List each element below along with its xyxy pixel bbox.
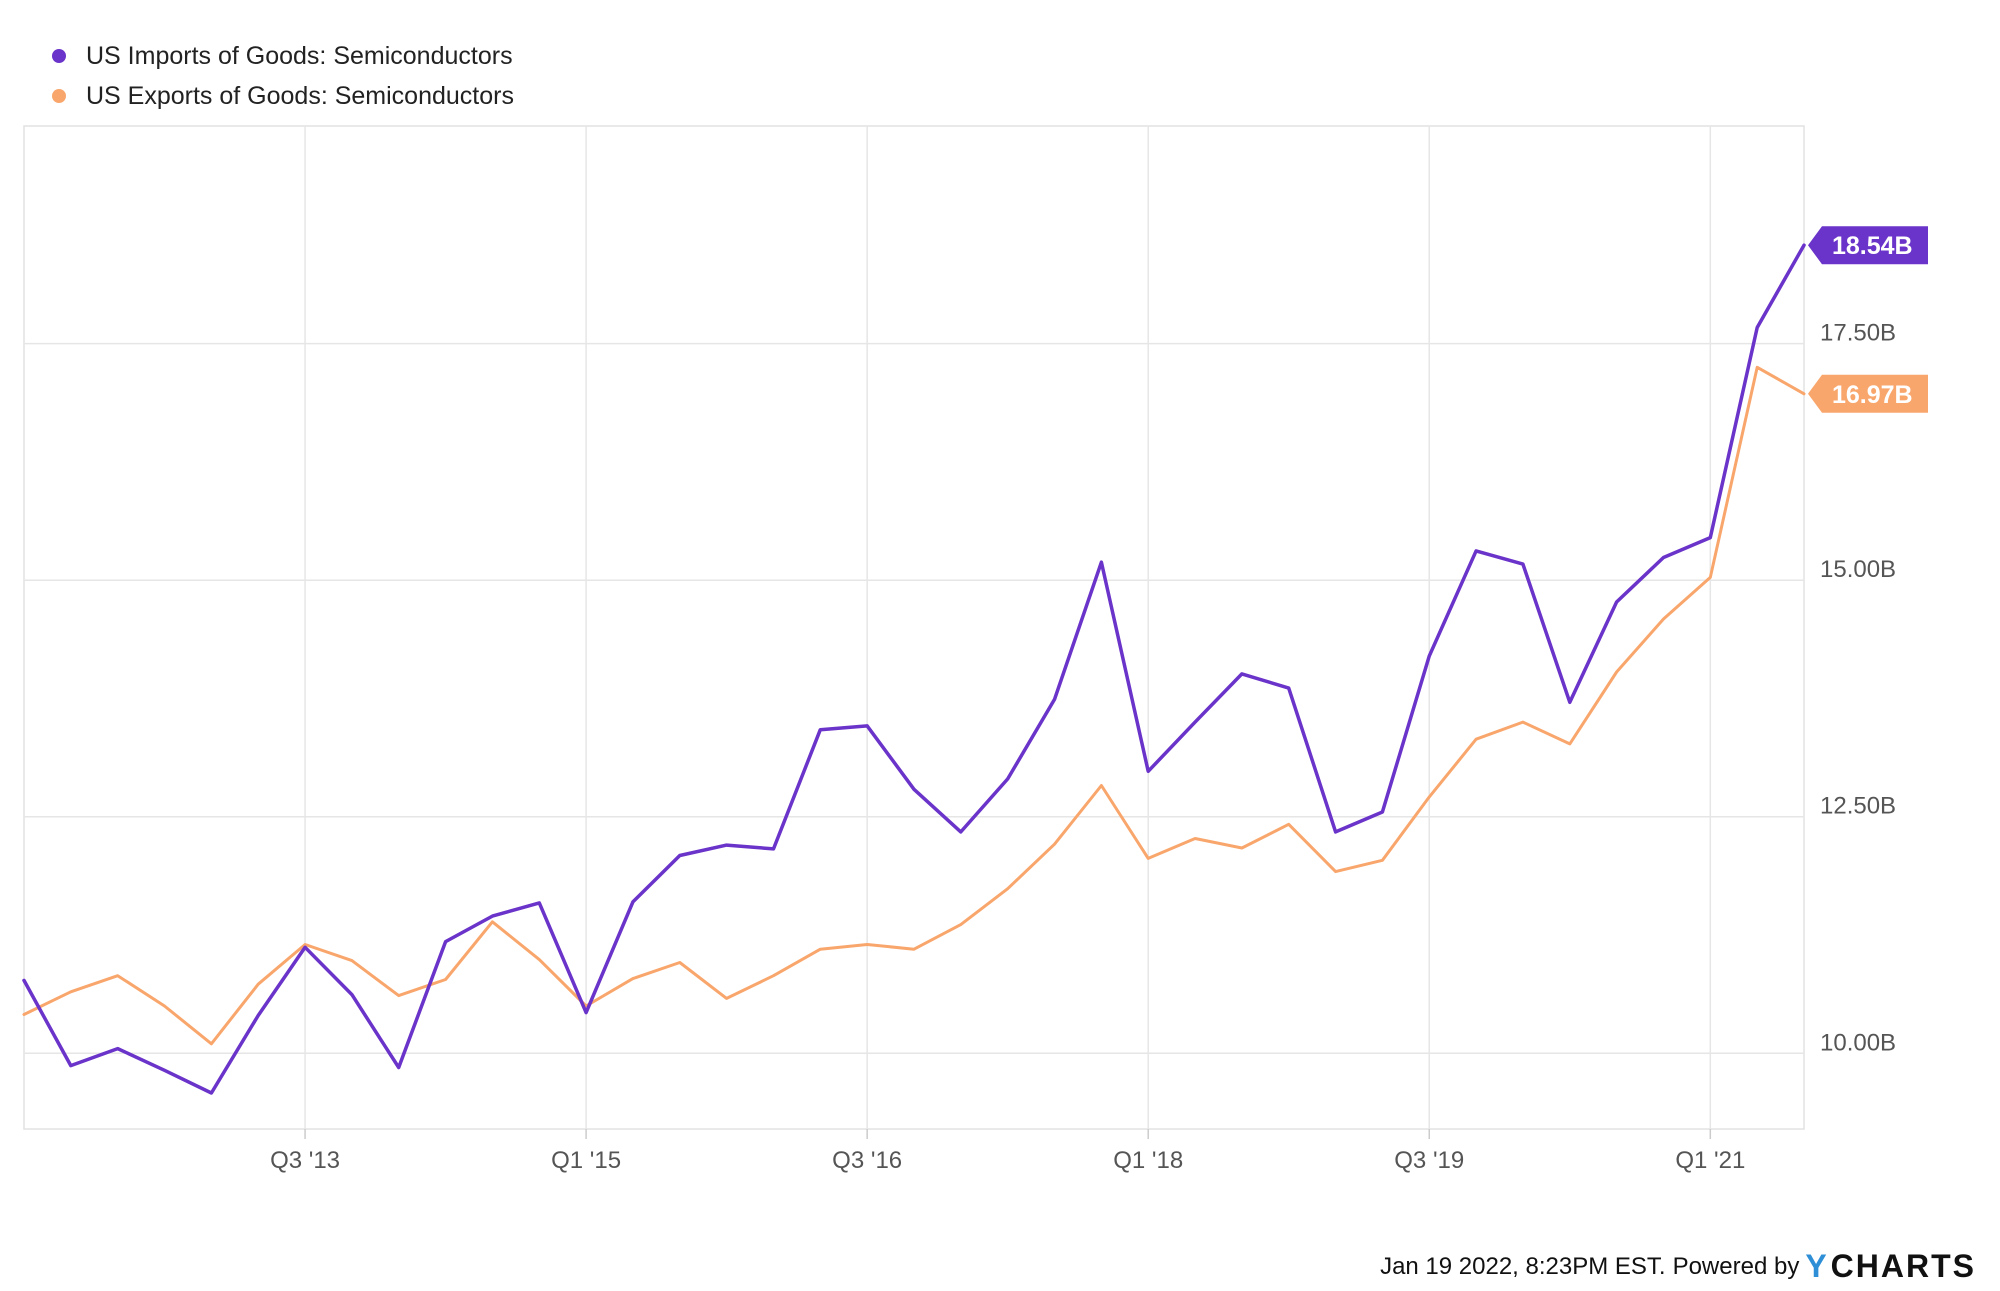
chart-grid: [23, 125, 1805, 1139]
y-axis-labels: 10.00B 12.50B 15.00B 17.50B: [1820, 320, 1896, 1057]
exports-end-value: 16.97B: [1832, 381, 1913, 409]
plot-frame: [23, 125, 1805, 1130]
chart-series: [22, 243, 1806, 1095]
footer-powered-by: Powered by: [1672, 1252, 1800, 1280]
chart-legend: US Imports of Goods: Semiconductors US E…: [52, 36, 514, 116]
x-tick-label: Q1 '18: [1113, 1147, 1183, 1174]
exports-series-line[interactable]: [22, 365, 1806, 1046]
x-axis-labels: Q3 '13 Q1 '15 Q3 '16 Q1 '18 Q3 '19 Q1 '21: [270, 1147, 1745, 1174]
x-tick-label: Q3 '16: [832, 1147, 902, 1174]
y-tick-label: 10.00B: [1820, 1029, 1896, 1056]
y-tick-label: 17.50B: [1820, 320, 1896, 347]
imports-end-value: 18.54B: [1832, 232, 1913, 260]
y-tick-label: 12.50B: [1820, 793, 1896, 820]
x-tick-label: Q1 '21: [1675, 1147, 1745, 1174]
legend-dot-exports: [52, 89, 66, 103]
x-tick-label: Q3 '19: [1394, 1147, 1464, 1174]
legend-label-imports: US Imports of Goods: Semiconductors: [86, 41, 513, 70]
end-value-tags: 18.54B 16.97B: [1808, 226, 1928, 413]
legend-label-exports: US Exports of Goods: Semiconductors: [86, 81, 514, 110]
chart-footer: Jan 19 2022, 8:23PM EST. Powered by Y CH…: [1380, 1248, 1976, 1285]
imports-series-line[interactable]: [22, 243, 1806, 1095]
imports-end-tag: [1808, 226, 1928, 265]
x-tick-label: Q3 '13: [270, 1147, 340, 1174]
ycharts-logo-text: CHARTS: [1830, 1248, 1976, 1284]
ycharts-logo[interactable]: Y CHARTS: [1805, 1248, 1976, 1285]
footer-timestamp: Jan 19 2022, 8:23PM EST.: [1380, 1252, 1666, 1280]
exports-end-tag: [1808, 374, 1928, 413]
x-tick-label: Q1 '15: [551, 1147, 621, 1174]
legend-item-imports[interactable]: US Imports of Goods: Semiconductors: [52, 36, 514, 76]
y-tick-label: 15.00B: [1820, 556, 1896, 583]
ycharts-logo-y: Y: [1805, 1248, 1829, 1284]
legend-dot-imports: [52, 49, 66, 63]
legend-item-exports[interactable]: US Exports of Goods: Semiconductors: [52, 76, 514, 116]
